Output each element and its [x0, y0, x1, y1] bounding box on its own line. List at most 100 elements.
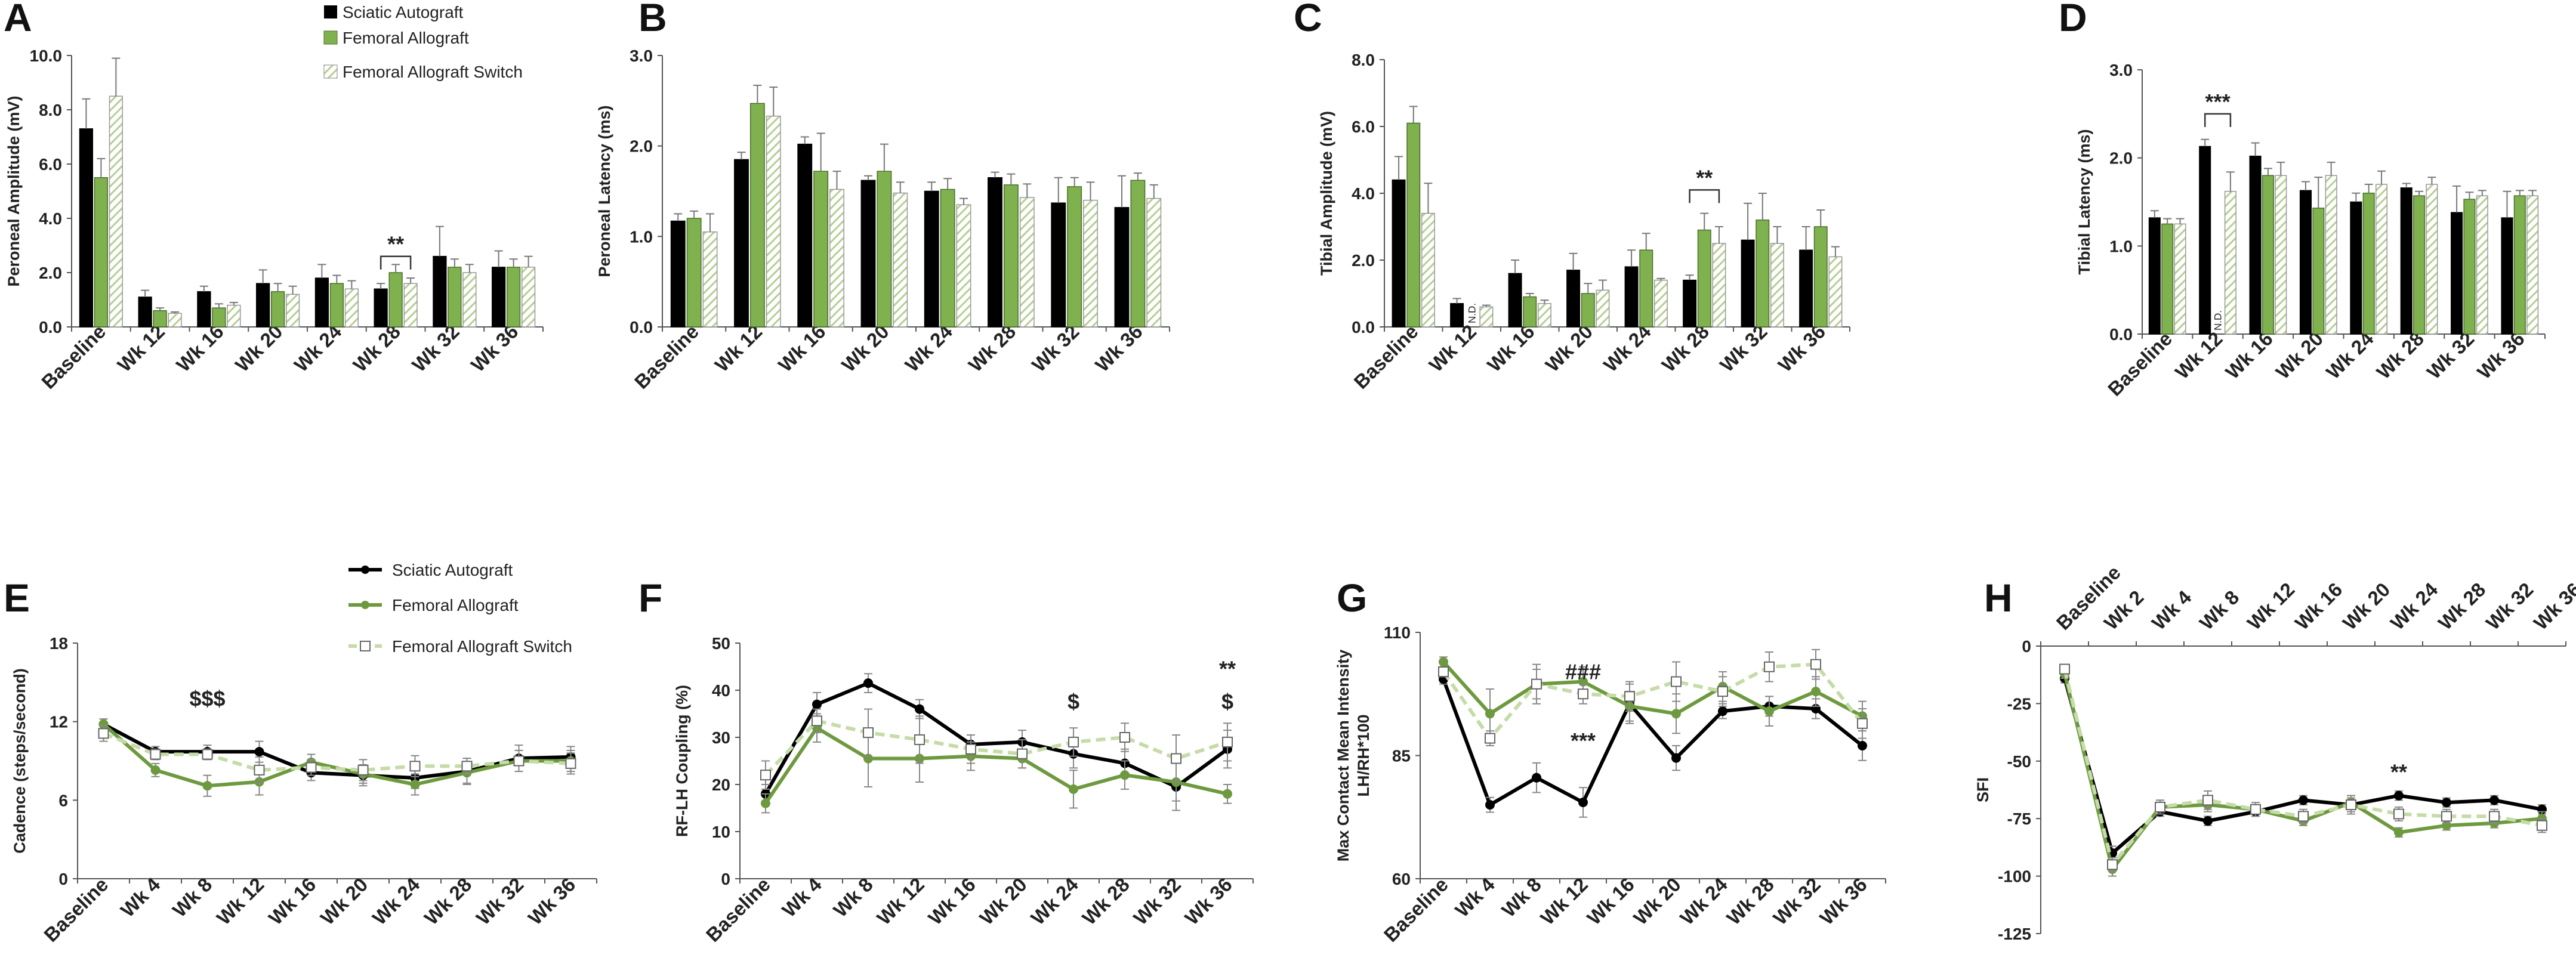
- bar: [2513, 195, 2526, 335]
- bar: [829, 189, 844, 328]
- bar: [1019, 197, 1035, 328]
- data-point: [1578, 797, 1588, 807]
- bar: [2376, 184, 2388, 335]
- bar: [462, 272, 477, 328]
- y-tick-label: 10.0: [30, 47, 63, 65]
- bar: [2199, 146, 2211, 335]
- legend-label-switch: Femoral Allograft Switch: [343, 63, 523, 81]
- x-tick-label: Wk 16: [2291, 578, 2347, 634]
- data-point: [1532, 773, 1541, 783]
- significance-label: ***: [2205, 89, 2231, 114]
- data-point: [2202, 795, 2213, 806]
- bar: [1130, 180, 1146, 328]
- x-tick-label: Wk 12: [2171, 328, 2227, 384]
- y-tick-label: 18: [50, 634, 68, 653]
- x-tick-label: Baseline: [1380, 873, 1452, 946]
- data-point: [1858, 740, 1867, 750]
- bar: [2400, 187, 2413, 335]
- y-tick-label: 2.0: [2109, 149, 2133, 168]
- bar: [227, 304, 241, 328]
- x-tick-label: Wk 4: [2148, 586, 2196, 634]
- bar: [1114, 207, 1130, 328]
- y-tick-label: -100: [1998, 867, 2031, 886]
- x-tick-label: Wk 12: [2243, 578, 2299, 634]
- bar: [433, 255, 447, 328]
- x-tick-label: Wk 20: [231, 320, 287, 376]
- x-tick-label: Wk 16: [2221, 328, 2277, 384]
- data-point: [2346, 799, 2356, 811]
- y-tick-label: 10: [712, 823, 730, 841]
- bar: [492, 267, 506, 328]
- data-point: [1671, 676, 1682, 687]
- bar: [1067, 186, 1082, 328]
- x-tick-label: Wk 16: [264, 873, 320, 929]
- x-tick-label: Wk 8: [829, 873, 877, 922]
- y-tick-label: 12: [50, 713, 68, 731]
- bar: [1406, 122, 1421, 328]
- y-tick-label: 2.0: [39, 264, 62, 282]
- data-point: [306, 762, 317, 773]
- x-tick-label: Wk 20: [837, 320, 893, 376]
- x-tick-label: Wk 36: [2473, 328, 2529, 384]
- bar: [749, 103, 765, 328]
- bar: [153, 310, 167, 328]
- bar: [2224, 191, 2236, 335]
- y-tick-label: 0.0: [2109, 325, 2133, 344]
- legend-marker-femoral: [361, 601, 369, 609]
- data-point: [98, 719, 109, 730]
- bar: [256, 283, 270, 328]
- data-point: [1578, 688, 1588, 700]
- x-tick-label: Wk 32: [1769, 873, 1825, 929]
- bar: [1653, 279, 1668, 328]
- bar: [2362, 192, 2375, 335]
- bar: [2325, 175, 2337, 335]
- panel-letter: H: [1984, 576, 2013, 620]
- x-tick-label: Wk 20: [2339, 578, 2395, 634]
- legend-bottom: Sciatic Autograft Femoral Allograft Femo…: [348, 561, 572, 656]
- legend-marker-switch: [360, 641, 371, 651]
- bar: [2413, 195, 2426, 335]
- bar: [1479, 306, 1494, 328]
- x-tick-label: Wk 12: [1536, 873, 1592, 929]
- x-tick-label: Wk 4: [1451, 873, 1499, 921]
- y-axis-label: Max Contact Mean Intensity LH/RH*100: [1334, 650, 1372, 862]
- data-point: [1671, 753, 1681, 763]
- legend-label-sciatic: Sciatic Autograft: [343, 3, 464, 21]
- data-point: [761, 798, 770, 808]
- x-tick-label: Wk 24: [1676, 873, 1732, 929]
- data-point: [2394, 790, 2404, 801]
- series-line: [764, 726, 1228, 805]
- bar: [448, 267, 462, 328]
- x-tick-label: Wk 28: [964, 320, 1020, 376]
- x-tick-label: Wk 12: [113, 320, 169, 376]
- y-tick-label: 1.0: [630, 227, 653, 246]
- x-tick-label: Wk 24: [1599, 320, 1655, 376]
- nd-label: N.D.: [1466, 303, 1477, 323]
- data-point: [1017, 748, 1028, 759]
- data-point: [1222, 736, 1233, 747]
- data-point: [1485, 709, 1495, 719]
- bar: [2451, 212, 2463, 335]
- bar: [2476, 195, 2488, 335]
- data-point: [2298, 811, 2309, 822]
- panel-letter: F: [638, 576, 662, 620]
- data-point: [1438, 666, 1449, 678]
- panel-letter: B: [638, 0, 667, 39]
- x-tick-label: Wk 12: [872, 873, 928, 929]
- x-tick-label: Wk 16: [172, 320, 228, 376]
- y-tick-label: 20: [712, 776, 730, 794]
- data-point: [150, 765, 161, 775]
- bar: [507, 267, 521, 328]
- data-point: [812, 715, 822, 727]
- y-tick-label: 8.0: [39, 101, 62, 119]
- x-tick-label: Wk 28: [420, 873, 476, 929]
- data-point: [2393, 808, 2404, 820]
- bar: [1624, 266, 1639, 328]
- bar: [2262, 175, 2274, 335]
- data-point: [863, 678, 873, 688]
- data-point: [760, 770, 771, 781]
- y-tick-label: 60: [1392, 870, 1411, 888]
